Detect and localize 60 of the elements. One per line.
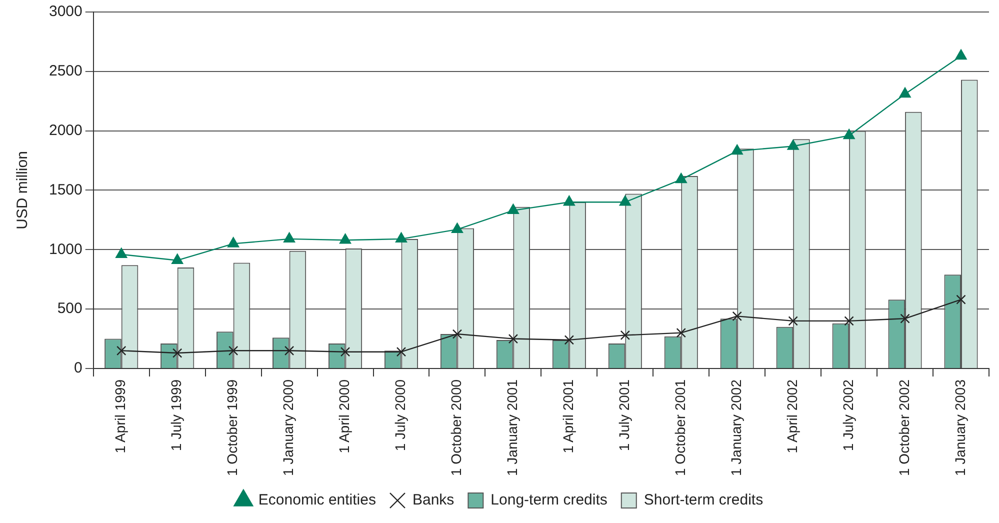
point xyxy=(564,335,574,345)
point xyxy=(452,329,462,339)
x-tick-label: 1 January 2001 xyxy=(504,379,520,476)
x-tick-label: 1 April 1999 xyxy=(112,379,128,454)
point xyxy=(396,347,406,357)
point xyxy=(339,234,352,244)
point xyxy=(563,196,575,206)
point xyxy=(843,128,855,140)
x-tick-label: 1 July 1999 xyxy=(168,379,184,452)
x-tick-label: 1 October 2000 xyxy=(448,379,464,476)
point xyxy=(731,144,743,155)
x-tick-label: 1 January 2002 xyxy=(728,379,744,476)
point xyxy=(900,314,910,324)
point xyxy=(619,196,631,206)
y-tick-label: 1000 xyxy=(48,240,82,258)
point xyxy=(508,334,518,344)
x-tick-label: 1 April 2002 xyxy=(784,379,800,454)
x-tick-label: 1 October 1999 xyxy=(224,379,240,476)
x-tick-label: 1 January 2003 xyxy=(952,379,968,476)
y-tick-label: 1500 xyxy=(48,181,82,198)
legend-label: Long-term credits xyxy=(490,492,608,509)
y-tick-label: 500 xyxy=(57,300,82,318)
point xyxy=(116,346,126,356)
x-tick-label: 1 July 2001 xyxy=(616,379,632,452)
point xyxy=(675,172,687,184)
x-tick-label: 1 January 2000 xyxy=(280,379,296,476)
x-tick-label: 1 October 2001 xyxy=(672,379,688,476)
point xyxy=(507,204,519,214)
point xyxy=(172,254,184,264)
point xyxy=(620,330,630,340)
y-tick-label: 2500 xyxy=(48,62,82,80)
point xyxy=(676,328,686,338)
legend-label: Short-term credits xyxy=(644,492,764,509)
x-tick-label: 1 July 2002 xyxy=(840,379,856,452)
x-tick-label: 1 October 2002 xyxy=(896,379,912,476)
point xyxy=(787,140,799,150)
point xyxy=(899,87,911,98)
point xyxy=(788,316,798,326)
point xyxy=(284,346,294,356)
point xyxy=(116,248,128,258)
y-tick-label: 3000 xyxy=(48,3,82,20)
point xyxy=(732,311,742,322)
point xyxy=(283,232,296,243)
legend-label: Economic entities xyxy=(258,492,376,509)
point xyxy=(451,222,464,234)
point xyxy=(228,346,238,356)
point xyxy=(228,237,240,248)
y-tick-label: 0 xyxy=(74,360,82,377)
point xyxy=(955,49,967,60)
legend-label: Banks xyxy=(412,492,454,509)
point xyxy=(956,294,966,304)
x-tick-label: 1 April 2001 xyxy=(560,379,576,454)
x-tick-label: 1 July 2000 xyxy=(392,379,408,452)
x-tick-label: 1 April 2000 xyxy=(336,379,352,454)
point xyxy=(844,316,854,326)
y-tick-label: 2000 xyxy=(48,122,82,139)
point xyxy=(395,232,408,243)
point xyxy=(172,348,182,358)
y-axis-title: USD million xyxy=(14,151,32,230)
point xyxy=(340,347,350,357)
